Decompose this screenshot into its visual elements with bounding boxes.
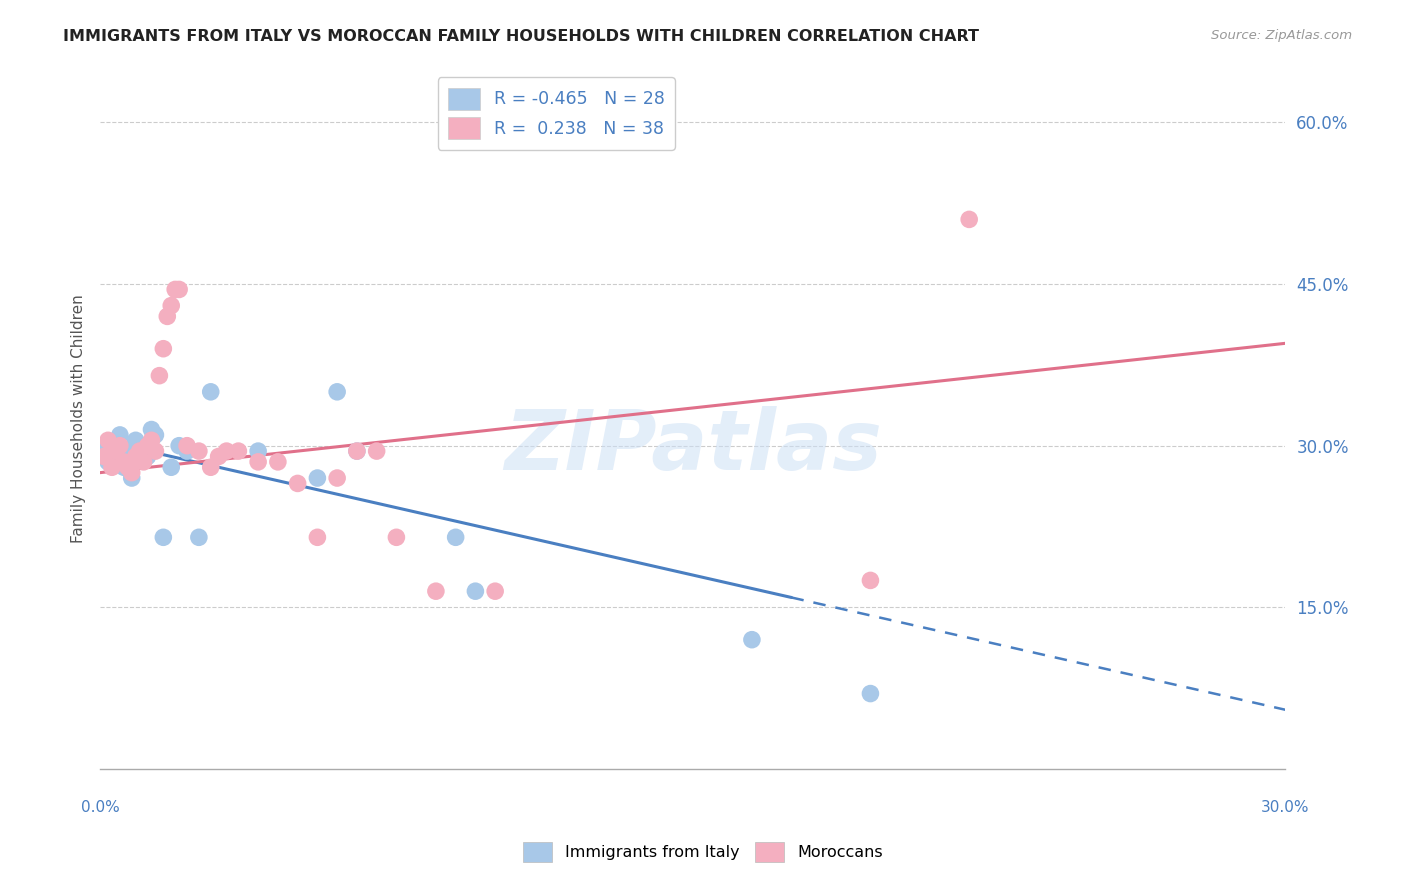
Point <box>247 444 270 458</box>
Point <box>167 282 190 296</box>
Point <box>167 439 190 453</box>
Point <box>425 584 447 599</box>
Point <box>132 455 155 469</box>
Text: 30.0%: 30.0% <box>1261 799 1309 814</box>
Point <box>267 455 290 469</box>
Point <box>145 428 167 442</box>
Point <box>101 460 124 475</box>
Point <box>132 439 155 453</box>
Point <box>125 450 148 464</box>
Point <box>215 444 238 458</box>
Point <box>152 530 174 544</box>
Text: Source: ZipAtlas.com: Source: ZipAtlas.com <box>1212 29 1353 42</box>
Point <box>93 444 115 458</box>
Point <box>108 439 131 453</box>
Point <box>108 428 131 442</box>
Point <box>128 444 150 458</box>
Point <box>104 444 127 458</box>
Point <box>484 584 506 599</box>
Point <box>208 450 231 464</box>
Point <box>200 460 222 475</box>
Point <box>160 299 183 313</box>
Point <box>957 212 980 227</box>
Point <box>165 282 187 296</box>
Point <box>346 444 368 458</box>
Point <box>859 687 882 701</box>
Point <box>104 450 127 464</box>
Point <box>160 460 183 475</box>
Y-axis label: Family Households with Children: Family Households with Children <box>72 294 86 543</box>
Point <box>112 460 135 475</box>
Point <box>93 450 115 464</box>
Point <box>228 444 250 458</box>
Point <box>307 471 329 485</box>
Point <box>121 471 143 485</box>
Point <box>128 444 150 458</box>
Point <box>859 574 882 588</box>
Point <box>385 530 408 544</box>
Point <box>366 444 388 458</box>
Point <box>125 434 148 448</box>
Point <box>121 466 143 480</box>
Point <box>136 450 159 464</box>
Point <box>117 444 139 458</box>
Point <box>247 455 270 469</box>
Point <box>187 530 209 544</box>
Point <box>200 384 222 399</box>
Text: ZIPatlas: ZIPatlas <box>503 406 882 487</box>
Legend: Immigrants from Italy, Moroccans: Immigrants from Italy, Moroccans <box>517 836 889 868</box>
Point <box>287 476 309 491</box>
Point <box>326 471 349 485</box>
Point <box>464 584 486 599</box>
Legend: R = -0.465   N = 28, R =  0.238   N = 38: R = -0.465 N = 28, R = 0.238 N = 38 <box>437 78 675 150</box>
Point <box>307 530 329 544</box>
Point <box>148 368 170 383</box>
Point <box>117 460 139 475</box>
Text: 0.0%: 0.0% <box>80 799 120 814</box>
Point <box>136 439 159 453</box>
Point <box>326 384 349 399</box>
Point <box>101 439 124 453</box>
Point <box>187 444 209 458</box>
Point <box>97 455 120 469</box>
Point <box>145 444 167 458</box>
Point <box>741 632 763 647</box>
Point <box>141 423 163 437</box>
Point <box>176 444 198 458</box>
Point <box>156 310 179 324</box>
Point <box>112 455 135 469</box>
Point <box>176 439 198 453</box>
Text: IMMIGRANTS FROM ITALY VS MOROCCAN FAMILY HOUSEHOLDS WITH CHILDREN CORRELATION CH: IMMIGRANTS FROM ITALY VS MOROCCAN FAMILY… <box>63 29 979 44</box>
Point <box>97 434 120 448</box>
Point <box>346 444 368 458</box>
Point <box>141 434 163 448</box>
Point <box>444 530 467 544</box>
Point <box>152 342 174 356</box>
